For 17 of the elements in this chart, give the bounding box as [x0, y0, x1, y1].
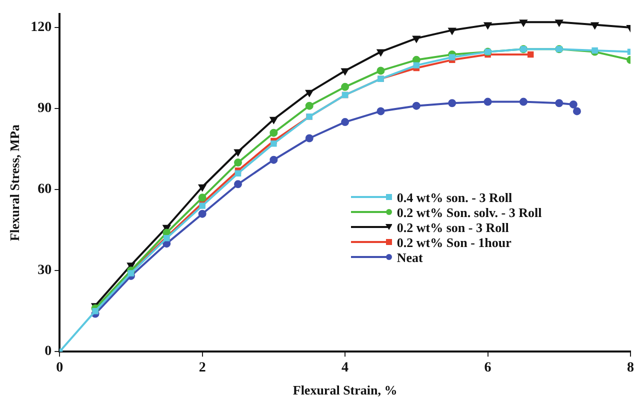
x-tick-label: 4: [342, 360, 349, 376]
y-tick-label: 120: [30, 20, 52, 36]
y-tick-label: 0: [44, 344, 52, 360]
y-tick-label: 30: [38, 263, 52, 278]
x-axis-title: Flexural Strain, %: [292, 382, 398, 398]
legend-label: 0.4 wt% son. - 3 Roll: [396, 190, 512, 205]
legend-label: 0.2 wt% Son - 1hour: [396, 234, 512, 250]
x-tick-label: 0: [56, 360, 64, 376]
legend-label: Neat: [396, 250, 423, 265]
x-tick-label: 6: [484, 360, 492, 376]
y-axis-title: Flexural Stress, MPa: [7, 124, 22, 241]
x-tick-label: 8: [627, 360, 634, 376]
legend-label: 0.2 wt% Son. solv. - 3 Roll: [396, 204, 542, 220]
y-tick-label: 60: [38, 182, 52, 198]
y-tick-label: 90: [38, 101, 52, 116]
legend-label: 0.2 wt% son - 3 Roll: [396, 220, 509, 235]
x-tick-label: 2: [198, 360, 206, 376]
